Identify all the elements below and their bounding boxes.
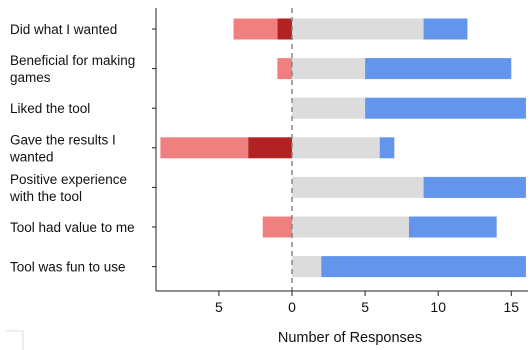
category-label-4-line1: with the tool [9,189,82,204]
x-tick-label-2: 5 [361,299,369,315]
x-ticks-group: 5 0 5 10 15 [215,291,519,315]
bar-segment-row0-s1 [233,18,278,40]
category-label-4-line0: Positive experience [10,172,127,187]
category-label-3-line1: wanted [9,149,54,164]
bar-segment-row1-s1 [277,58,292,80]
bar-segment-row3-s3 [379,137,395,159]
x-axis-title: Number of Responses [278,330,422,346]
bar-segment-row2-s2 [292,97,366,119]
bar-segment-row5-s2 [292,216,409,238]
bar-segment-row3-s2 [292,137,380,159]
bars-group [160,18,526,278]
bar-segment-row4-s2 [292,176,424,198]
bar-segment-row5-s3 [408,216,497,238]
bar-segment-row1-s2 [292,58,366,80]
x-tick-label-4: 15 [504,299,520,315]
category-labels-group: Did what I wanted Beneficial for making ga… [9,22,135,275]
y-ticks-group [152,28,156,268]
category-label-1-line0: Beneficial for making [10,53,135,68]
x-tick-label-3: 10 [430,299,446,315]
bar-segment-row0-s2 [292,18,424,40]
bar-segment-row0-s0 [277,18,292,40]
bar-segment-row0-s3 [423,18,468,40]
category-label-2-line0: Liked the tool [10,101,90,116]
category-label-1-line1: games [10,70,51,85]
bar-segment-row3-s0 [248,137,292,159]
corner-decoration [6,330,24,350]
bar-segment-row2-s3 [365,97,526,119]
bar-segment-row4-s3 [423,176,526,198]
category-label-3-line0: Gave the results I [10,132,116,147]
x-tick-label-0: 5 [215,299,223,315]
bar-segment-row3-s1 [160,137,249,159]
bar-segment-row6-s3 [321,256,526,278]
x-tick-label-1: 0 [288,299,296,315]
bar-segment-row1-s3 [365,58,512,80]
bar-segment-row5-s1 [262,216,292,238]
category-label-5-line0: Tool had value to me [10,220,135,235]
bar-segment-row6-s2 [292,256,322,278]
category-label-6-line0: Tool was fun to use [10,260,126,275]
category-label-0-line0: Did what I wanted [10,22,117,37]
